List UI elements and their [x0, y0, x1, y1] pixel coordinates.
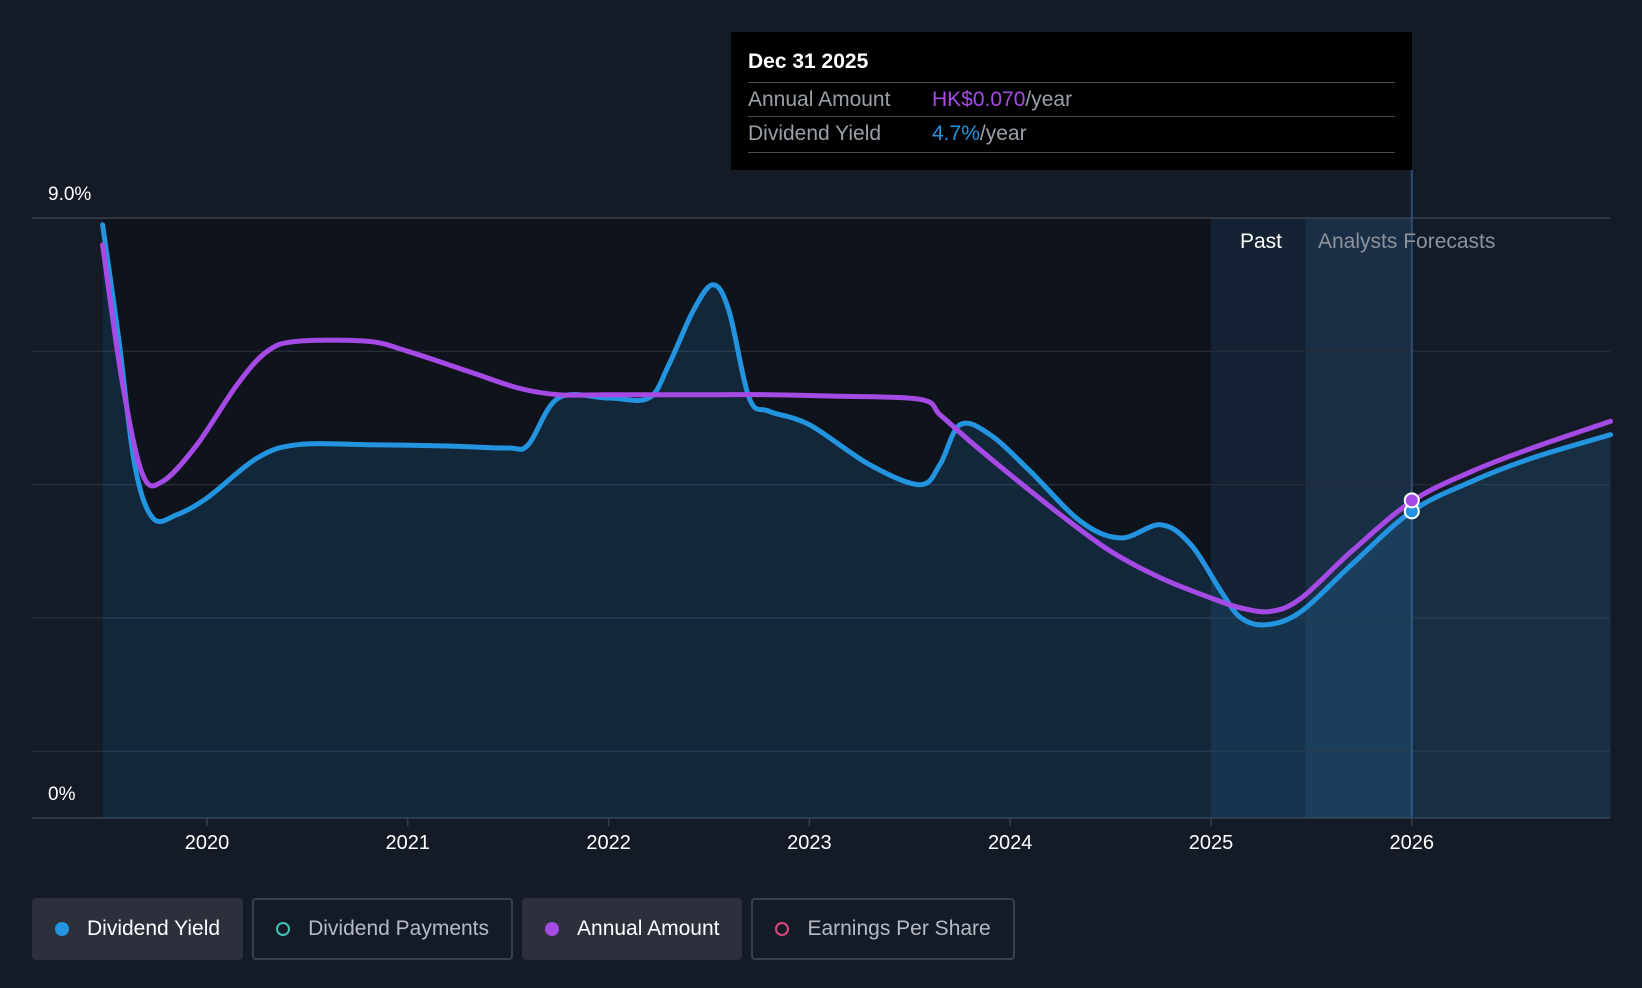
- tooltip-unit: /year: [1025, 88, 1073, 111]
- legend-dividend-payments[interactable]: Dividend Payments: [252, 898, 514, 960]
- tooltip-value: 4.7%: [932, 122, 980, 145]
- dividend-yield-dot-icon: [55, 922, 69, 936]
- forecast-band: [1305, 218, 1412, 818]
- analysts-forecasts-label: Analysts Forecasts: [1318, 230, 1496, 253]
- tooltip-date: Dec 31 2025: [748, 50, 869, 73]
- legend-annual-amount[interactable]: Annual Amount: [522, 898, 743, 960]
- legend-label: Earnings Per Share: [807, 917, 991, 940]
- tooltip-unit: /year: [979, 122, 1027, 145]
- legend: Dividend Yield Dividend Payments Annual …: [32, 898, 1015, 960]
- tooltip-value-wrap: 4.7%/year: [932, 122, 1027, 146]
- x-tick-label: 2021: [385, 832, 431, 854]
- tooltip: Dec 31 2025 Annual Amount HK$0.070/year …: [731, 32, 1412, 170]
- tooltip-divider: [748, 152, 1395, 153]
- x-tick-label: 2023: [787, 832, 832, 854]
- dividend-payments-ring-icon: [276, 922, 291, 936]
- annual-amount-dot-icon: [545, 922, 560, 936]
- legend-label: Dividend Payments: [308, 917, 490, 940]
- dividend-yield-area: [102, 224, 1611, 818]
- x-tick-label: 2020: [184, 832, 230, 854]
- legend-label: Annual Amount: [577, 917, 720, 940]
- tooltip-label: Dividend Yield: [748, 122, 882, 145]
- annual-amount-line: [100, 242, 1614, 615]
- tooltip-value-wrap: HK$0.070/year: [932, 88, 1072, 112]
- legend-earnings-per-share[interactable]: Earnings Per Share: [751, 898, 1015, 960]
- x-tick-label: 2022: [586, 832, 631, 854]
- tooltip-row-annual-amount: Annual Amount HK$0.070/year: [748, 82, 1395, 117]
- tooltip-label: Annual Amount: [748, 88, 891, 111]
- past-label: Past: [1240, 230, 1283, 253]
- y-axis-max-label: 9.0%: [48, 184, 92, 205]
- tooltip-row-dividend-yield: Dividend Yield 4.7%/year: [748, 116, 1395, 151]
- legend-dividend-yield[interactable]: Dividend Yield: [32, 898, 244, 960]
- y-axis-min-label: 0%: [48, 784, 76, 805]
- earnings-per-share-ring-icon: [775, 922, 790, 936]
- legend-label: Dividend Yield: [87, 917, 221, 940]
- x-tick-label: 2025: [1188, 832, 1234, 854]
- past-band: [1211, 218, 1306, 818]
- x-tick-label: 2024: [987, 832, 1033, 854]
- x-tick-label: 2026: [1389, 832, 1435, 854]
- tooltip-value: HK$0.070: [932, 88, 1026, 111]
- annual-amount-marker: [1403, 492, 1420, 509]
- dividend-yield-line: [100, 222, 1614, 628]
- past-period-background: [102, 218, 1412, 818]
